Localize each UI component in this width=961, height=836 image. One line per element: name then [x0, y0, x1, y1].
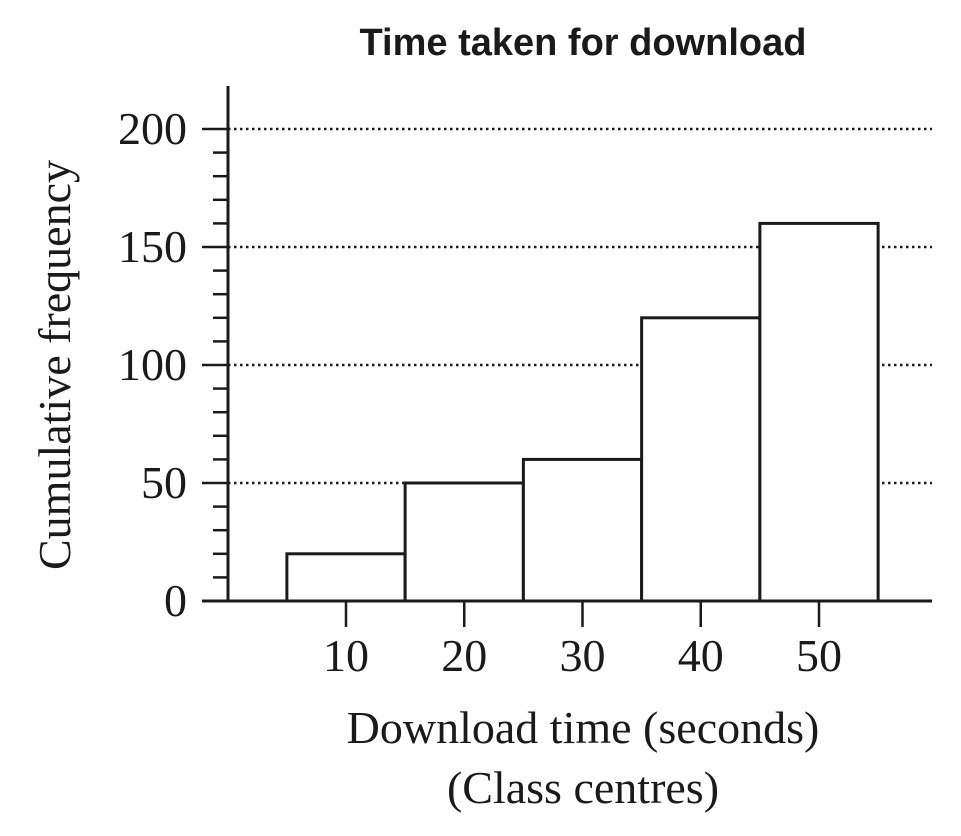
bar-10 [285, 552, 407, 603]
chart-title: Time taken for download [360, 22, 807, 64]
y-tick-label-0: 0 [164, 575, 187, 626]
bars [285, 221, 880, 603]
x-tick-label-10: 10 [323, 630, 369, 681]
y-axis-ticks: 0 50 100 150 200 [118, 103, 228, 626]
x-tick-label-50: 50 [796, 630, 842, 681]
y-axis-label: Cumulative frequency [29, 160, 80, 570]
y-tick-label-50: 50 [141, 457, 187, 508]
y-tick-label-100: 100 [118, 339, 187, 390]
x-axis-label: Download time (seconds) [347, 702, 820, 753]
y-tick-label-150: 150 [118, 221, 187, 272]
bar-50 [758, 221, 880, 603]
x-tick-label-40: 40 [678, 630, 724, 681]
bar-30 [521, 457, 644, 603]
x-axis-ticks: 10 20 30 40 50 [323, 601, 842, 681]
x-tick-label-20: 20 [441, 630, 487, 681]
bar-20 [403, 481, 525, 603]
y-tick-label-200: 200 [118, 103, 187, 154]
x-tick-label-30: 30 [560, 630, 606, 681]
axes [202, 86, 932, 603]
bar-40 [640, 316, 762, 603]
x-axis-sublabel: (Class centres) [447, 762, 719, 813]
